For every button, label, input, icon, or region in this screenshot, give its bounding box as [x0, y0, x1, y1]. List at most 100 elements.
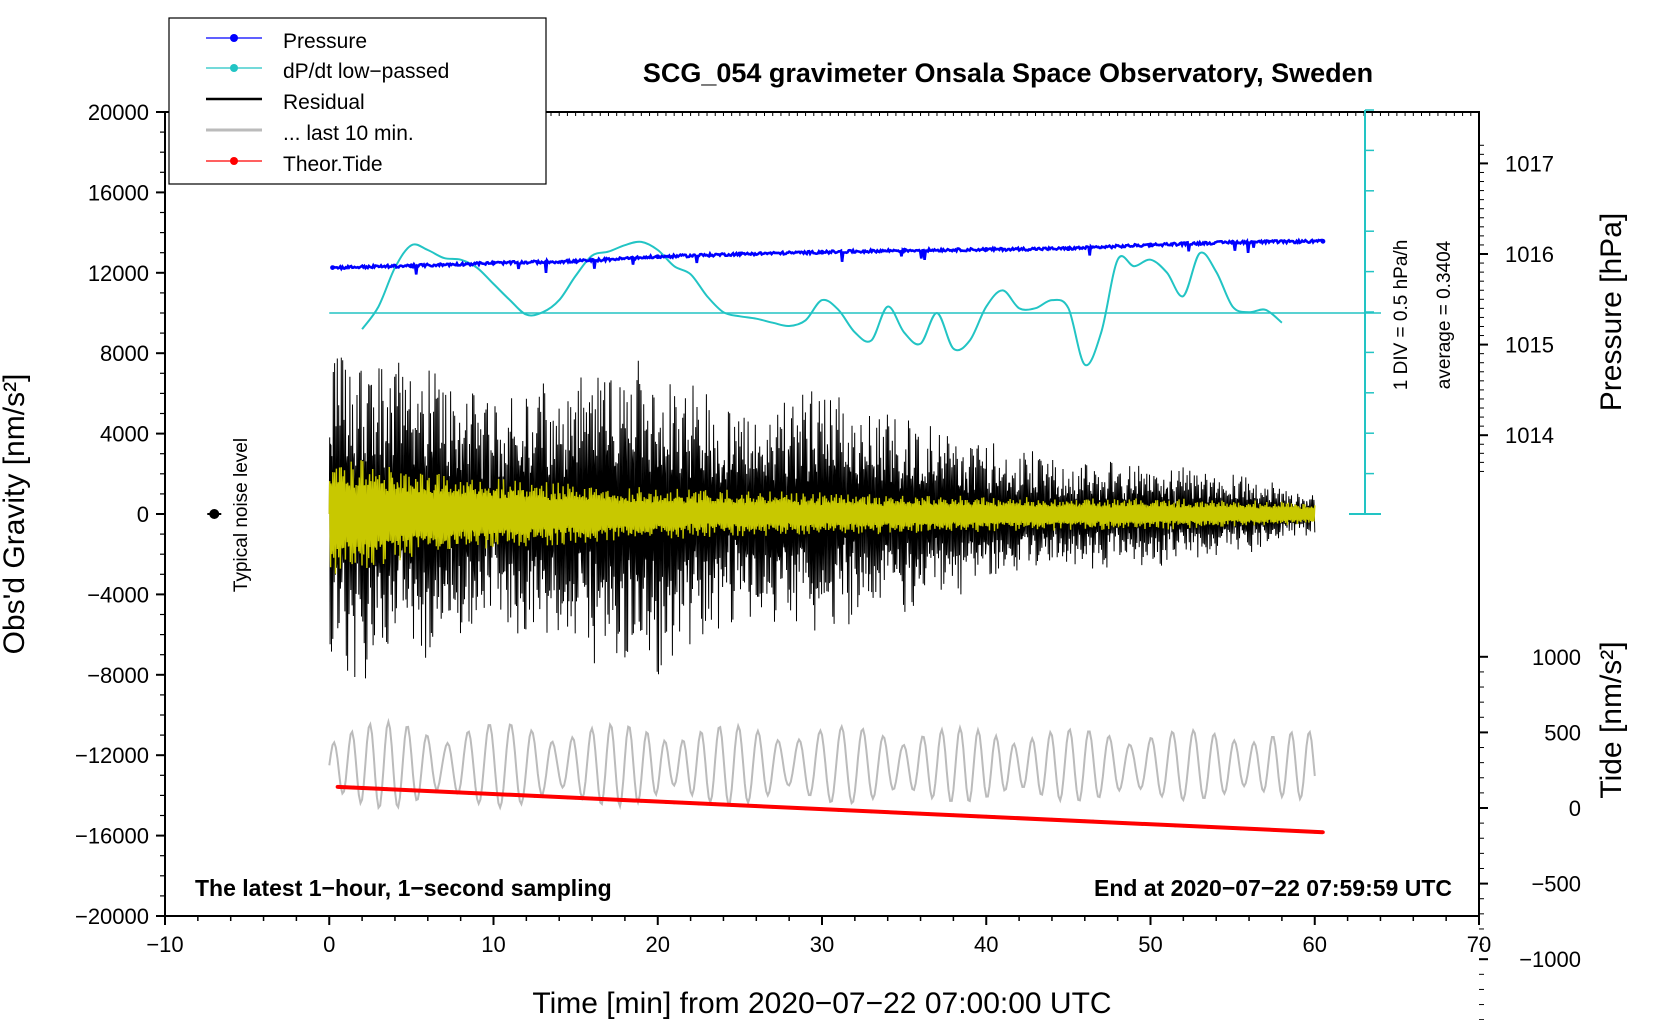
tide-point: [1197, 824, 1202, 829]
pressure-point: [1230, 239, 1236, 245]
tide-point: [1066, 818, 1071, 823]
y-tick-label: 12000: [88, 261, 149, 286]
tide-point: [926, 812, 931, 816]
tide-point: [1247, 826, 1251, 831]
tide-point: [491, 792, 496, 796]
tide-point: [877, 809, 882, 814]
tide-point: [1050, 817, 1054, 822]
tide-point: [943, 813, 947, 817]
tide-point: [1181, 823, 1186, 828]
tide-point: [590, 796, 594, 801]
dpdt-layer: [361, 240, 1283, 367]
tide-point: [1099, 820, 1104, 824]
tide-point: [614, 797, 619, 802]
y-tick-label: 20000: [88, 100, 149, 125]
tide-point: [828, 807, 833, 812]
tide-point: [1189, 824, 1194, 828]
div-label: 1 DIV = 0.5 hPa/h: [1391, 240, 1412, 391]
tide-point: [1156, 822, 1161, 827]
tide-point: [853, 808, 857, 813]
x-tick-label: 40: [974, 932, 998, 957]
pressure-point: [655, 254, 661, 260]
x-tick-label: 10: [481, 932, 505, 957]
tide-tick-label: 500: [1544, 720, 1581, 745]
last-10-min-layer: [328, 717, 1316, 811]
chart-title: SCG_054 gravimeter Onsala Space Observat…: [643, 58, 1373, 88]
sampling-note: The latest 1−hour, 1−second sampling: [195, 875, 612, 901]
tide-point: [1115, 820, 1120, 825]
legend-keys: [206, 34, 262, 165]
legend-label-dpdt: dP/dt low−passed: [283, 60, 449, 83]
tide-point: [1091, 819, 1095, 824]
tide-point: [417, 788, 422, 793]
tide-point: [918, 811, 923, 816]
tide-point: [1017, 816, 1021, 821]
tide-point: [1140, 822, 1145, 826]
tide-point: [516, 793, 520, 797]
tide-point: [508, 792, 512, 797]
tide-point: [1124, 821, 1128, 825]
tide-point: [968, 814, 972, 818]
y-tick-label: −20000: [75, 904, 149, 929]
pressure-tick-label: 1015: [1505, 333, 1554, 358]
pressure-point: [737, 251, 743, 257]
tide-point: [360, 786, 364, 790]
y-tick-label: −12000: [75, 743, 149, 768]
tide-point: [820, 807, 824, 811]
tide-point: [639, 799, 644, 803]
tide-point: [713, 802, 718, 807]
tide-point: [976, 814, 980, 819]
average-label: average = 0.3404: [1434, 240, 1455, 389]
tide-point: [631, 798, 635, 803]
tide-layer: [335, 784, 1325, 835]
pressure-point: [1065, 246, 1071, 251]
tide-point: [721, 802, 726, 807]
y-axis-title-tide: Tide [nm/s²]: [1595, 641, 1628, 798]
tide-tick-label: 1000: [1532, 645, 1581, 670]
tide-point: [1312, 830, 1317, 834]
x-tick-label: 30: [810, 932, 834, 957]
tide-point: [910, 811, 915, 816]
tide-point: [1230, 826, 1235, 830]
tide-point: [688, 801, 693, 805]
pressure-point: [1320, 238, 1326, 244]
y-tick-label: 4000: [100, 422, 149, 447]
tide-point: [1000, 815, 1005, 820]
tide-point: [844, 808, 849, 813]
y-tick-label: 0: [137, 502, 149, 527]
tide-point: [442, 789, 447, 794]
tide-point: [738, 803, 742, 808]
end-time-note: End at 2020−07−22 07:59:59 UTC: [1094, 875, 1452, 901]
legend-key-marker: [230, 157, 238, 165]
tide-point: [705, 802, 709, 806]
tide-point: [606, 797, 611, 802]
tide-point: [409, 788, 414, 793]
tide-point: [672, 800, 676, 805]
tide-point: [984, 814, 989, 819]
legend-label-pressure: Pressure: [283, 30, 367, 53]
tide-point: [623, 798, 627, 802]
y-axis-title-left: Obs'd Gravity [nm/s²]: [0, 374, 31, 655]
tide-tick-label: −500: [1531, 872, 1581, 897]
tide-point: [368, 786, 373, 791]
tide-point: [935, 812, 939, 817]
pressure-tick-label: 1016: [1505, 242, 1554, 267]
pressure-tick-label: 1014: [1505, 423, 1554, 448]
tide-point: [458, 790, 463, 795]
tide-point: [1025, 816, 1030, 821]
x-tick-label: 20: [646, 932, 670, 957]
tide-point: [549, 794, 553, 799]
tide-point: [697, 801, 701, 806]
x-tick-label: 0: [323, 932, 335, 957]
tide-point: [376, 786, 381, 791]
tide-point: [1165, 823, 1169, 827]
tide-point: [598, 797, 603, 801]
tide-point: [1173, 823, 1177, 828]
tide-point: [1009, 816, 1013, 820]
pressure-point: [901, 247, 907, 253]
tide-point: [335, 785, 340, 789]
tide-point: [754, 804, 759, 808]
tide-point: [770, 805, 775, 809]
tide-point: [524, 793, 529, 798]
tide-point: [811, 806, 816, 811]
